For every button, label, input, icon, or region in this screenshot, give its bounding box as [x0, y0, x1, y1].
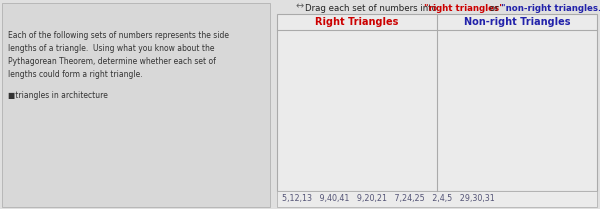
- Text: lengths of a triangle.  Using what you know about the: lengths of a triangle. Using what you kn…: [8, 44, 215, 53]
- Text: Pythagorean Theorem, determine whether each set of: Pythagorean Theorem, determine whether e…: [8, 57, 216, 66]
- Text: Each of the following sets of numbers represents the side: Each of the following sets of numbers re…: [8, 31, 229, 40]
- Text: lengths could form a right triangle.: lengths could form a right triangle.: [8, 70, 143, 79]
- Text: "non-right triangles.": "non-right triangles.": [501, 4, 600, 13]
- Bar: [2, 3, 270, 207]
- Text: ■triangles in architecture: ■triangles in architecture: [8, 91, 108, 100]
- Text: Non-right Triangles: Non-right Triangles: [464, 17, 570, 27]
- Bar: [277, 191, 597, 207]
- Text: 5,12,13   9,40,41   9,20,21   7,24,25   2,4,5   29,30,31: 5,12,13 9,40,41 9,20,21 7,24,25 2,4,5 29…: [282, 195, 495, 204]
- Text: or: or: [487, 4, 501, 13]
- Text: Drag each set of numbers into: Drag each set of numbers into: [305, 4, 440, 13]
- Text: "right triangles": "right triangles": [424, 4, 504, 13]
- Text: Right Triangles: Right Triangles: [316, 17, 398, 27]
- Bar: [277, 14, 597, 191]
- Text: ↔: ↔: [296, 1, 304, 11]
